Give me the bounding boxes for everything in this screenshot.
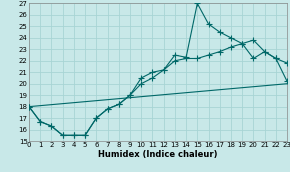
- X-axis label: Humidex (Indice chaleur): Humidex (Indice chaleur): [98, 150, 218, 159]
